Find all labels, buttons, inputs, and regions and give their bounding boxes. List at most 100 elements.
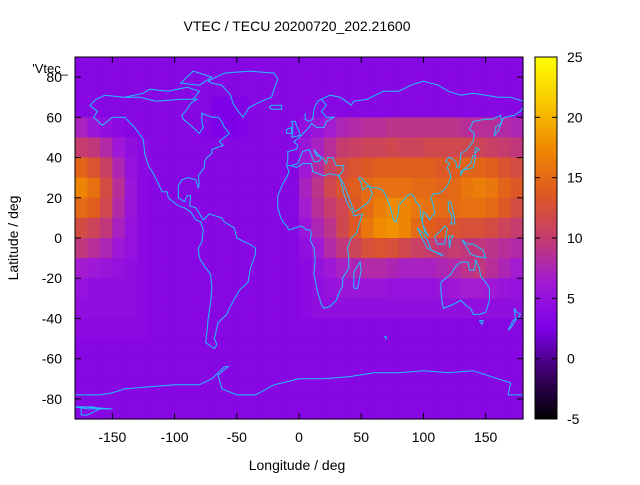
heatmap-cell bbox=[87, 217, 101, 239]
heatmap-cell bbox=[361, 77, 375, 98]
coastline bbox=[74, 406, 113, 410]
heatmap-cell bbox=[435, 378, 449, 400]
heatmap-cell bbox=[323, 137, 337, 159]
heatmap-cell bbox=[299, 77, 313, 98]
heatmap-cell bbox=[386, 378, 400, 400]
heatmap-cell bbox=[460, 217, 474, 239]
heatmap-cell bbox=[124, 318, 138, 340]
coastline bbox=[89, 86, 201, 106]
heatmap-cell bbox=[435, 338, 449, 360]
heatmap-cell bbox=[323, 77, 337, 98]
coastline bbox=[416, 227, 432, 252]
heatmap-cell bbox=[99, 57, 113, 78]
heatmap-cell bbox=[174, 278, 188, 299]
heatmap-cell bbox=[373, 358, 387, 380]
heatmap-cell bbox=[261, 217, 275, 239]
heatmap-cell bbox=[162, 197, 176, 219]
heatmap-cell bbox=[261, 318, 275, 340]
heatmap-cell bbox=[124, 358, 138, 380]
heatmap-cell bbox=[336, 57, 350, 78]
heatmap-cell bbox=[236, 197, 250, 219]
heatmap-cell bbox=[311, 398, 325, 420]
heatmap-cell bbox=[224, 97, 238, 118]
heatmap-cell bbox=[211, 217, 225, 239]
heatmap-cell bbox=[162, 298, 176, 320]
heatmap-cell bbox=[99, 137, 113, 159]
heatmap-cell bbox=[510, 117, 524, 139]
heatmap-cell bbox=[485, 238, 499, 259]
heatmap-cell bbox=[149, 318, 163, 340]
x-tick-label: 100 bbox=[412, 429, 436, 445]
coastline bbox=[353, 260, 362, 289]
heatmap-cell bbox=[386, 157, 400, 179]
heatmap-cell bbox=[485, 57, 499, 78]
coastline bbox=[89, 98, 256, 350]
heatmap-cell bbox=[211, 278, 225, 299]
coastline bbox=[304, 98, 322, 122]
heatmap-cell bbox=[211, 77, 225, 98]
heatmap-cell bbox=[411, 137, 425, 159]
heatmap-cell bbox=[473, 117, 487, 139]
heatmap-cell bbox=[99, 117, 113, 139]
heatmap-cell bbox=[473, 137, 487, 159]
heatmap-cell bbox=[510, 177, 524, 199]
heatmap-cell bbox=[473, 77, 487, 98]
heatmap-cell bbox=[224, 378, 238, 400]
heatmap-cell bbox=[423, 77, 437, 98]
heatmap-cell bbox=[311, 358, 325, 380]
heatmap-cell bbox=[386, 117, 400, 139]
heatmap-cell bbox=[99, 238, 113, 259]
heatmap-cell bbox=[137, 358, 151, 380]
heatmap-cell bbox=[112, 77, 126, 98]
heatmap-cell bbox=[336, 318, 350, 340]
heatmap-cell bbox=[187, 318, 201, 340]
coastline bbox=[507, 308, 522, 331]
heatmap-cell bbox=[448, 157, 462, 179]
heatmap-cell bbox=[485, 117, 499, 139]
heatmap-cell bbox=[249, 278, 263, 299]
heatmap-cell bbox=[261, 97, 275, 118]
heatmap-cell bbox=[99, 157, 113, 179]
heatmap-cell bbox=[411, 157, 425, 179]
heatmap-cell bbox=[398, 318, 412, 340]
coastline bbox=[430, 249, 444, 257]
heatmap-cell bbox=[112, 258, 126, 279]
heatmap-cell bbox=[187, 97, 201, 118]
heatmap-cell bbox=[75, 378, 89, 400]
heatmap-cell bbox=[224, 318, 238, 340]
heatmap-cell bbox=[187, 137, 201, 159]
heatmap-cell bbox=[174, 197, 188, 219]
heatmap-cell bbox=[336, 358, 350, 380]
heatmap-cell bbox=[99, 278, 113, 299]
heatmap-cell bbox=[162, 338, 176, 360]
coastline bbox=[338, 107, 524, 237]
heatmap-cell bbox=[87, 258, 101, 279]
heatmap-cell bbox=[286, 157, 300, 179]
coastline bbox=[207, 70, 279, 119]
heatmap-cell bbox=[398, 358, 412, 380]
heatmap-cell bbox=[348, 97, 362, 118]
heatmap-cell bbox=[373, 157, 387, 179]
legend-key-label: 'Vtec_ bbox=[32, 61, 68, 76]
heatmap-cell bbox=[211, 137, 225, 159]
heatmap-cell bbox=[299, 157, 313, 179]
heatmap-cell bbox=[435, 97, 449, 118]
heatmap-cell bbox=[124, 278, 138, 299]
heatmap-cell bbox=[199, 117, 213, 139]
heatmap-cell bbox=[274, 97, 288, 118]
heatmap-cell bbox=[75, 57, 89, 78]
heatmap-cell bbox=[149, 298, 163, 320]
heatmap-cell bbox=[286, 197, 300, 219]
heatmap-cell bbox=[398, 278, 412, 299]
heatmap-cell bbox=[386, 398, 400, 420]
heatmap-cell bbox=[423, 177, 437, 199]
heatmap-cell bbox=[423, 117, 437, 139]
heatmap-cell bbox=[460, 378, 474, 400]
heatmap-cell bbox=[373, 117, 387, 139]
y-axis-ticks: -80 -60 -40 -20 0 20 40 60 80 bbox=[42, 69, 523, 407]
heatmap-cell bbox=[498, 217, 512, 239]
heatmap-cell bbox=[361, 258, 375, 279]
heatmap-cell bbox=[124, 258, 138, 279]
heatmap-cell bbox=[199, 318, 213, 340]
heatmap-cell bbox=[299, 358, 313, 380]
